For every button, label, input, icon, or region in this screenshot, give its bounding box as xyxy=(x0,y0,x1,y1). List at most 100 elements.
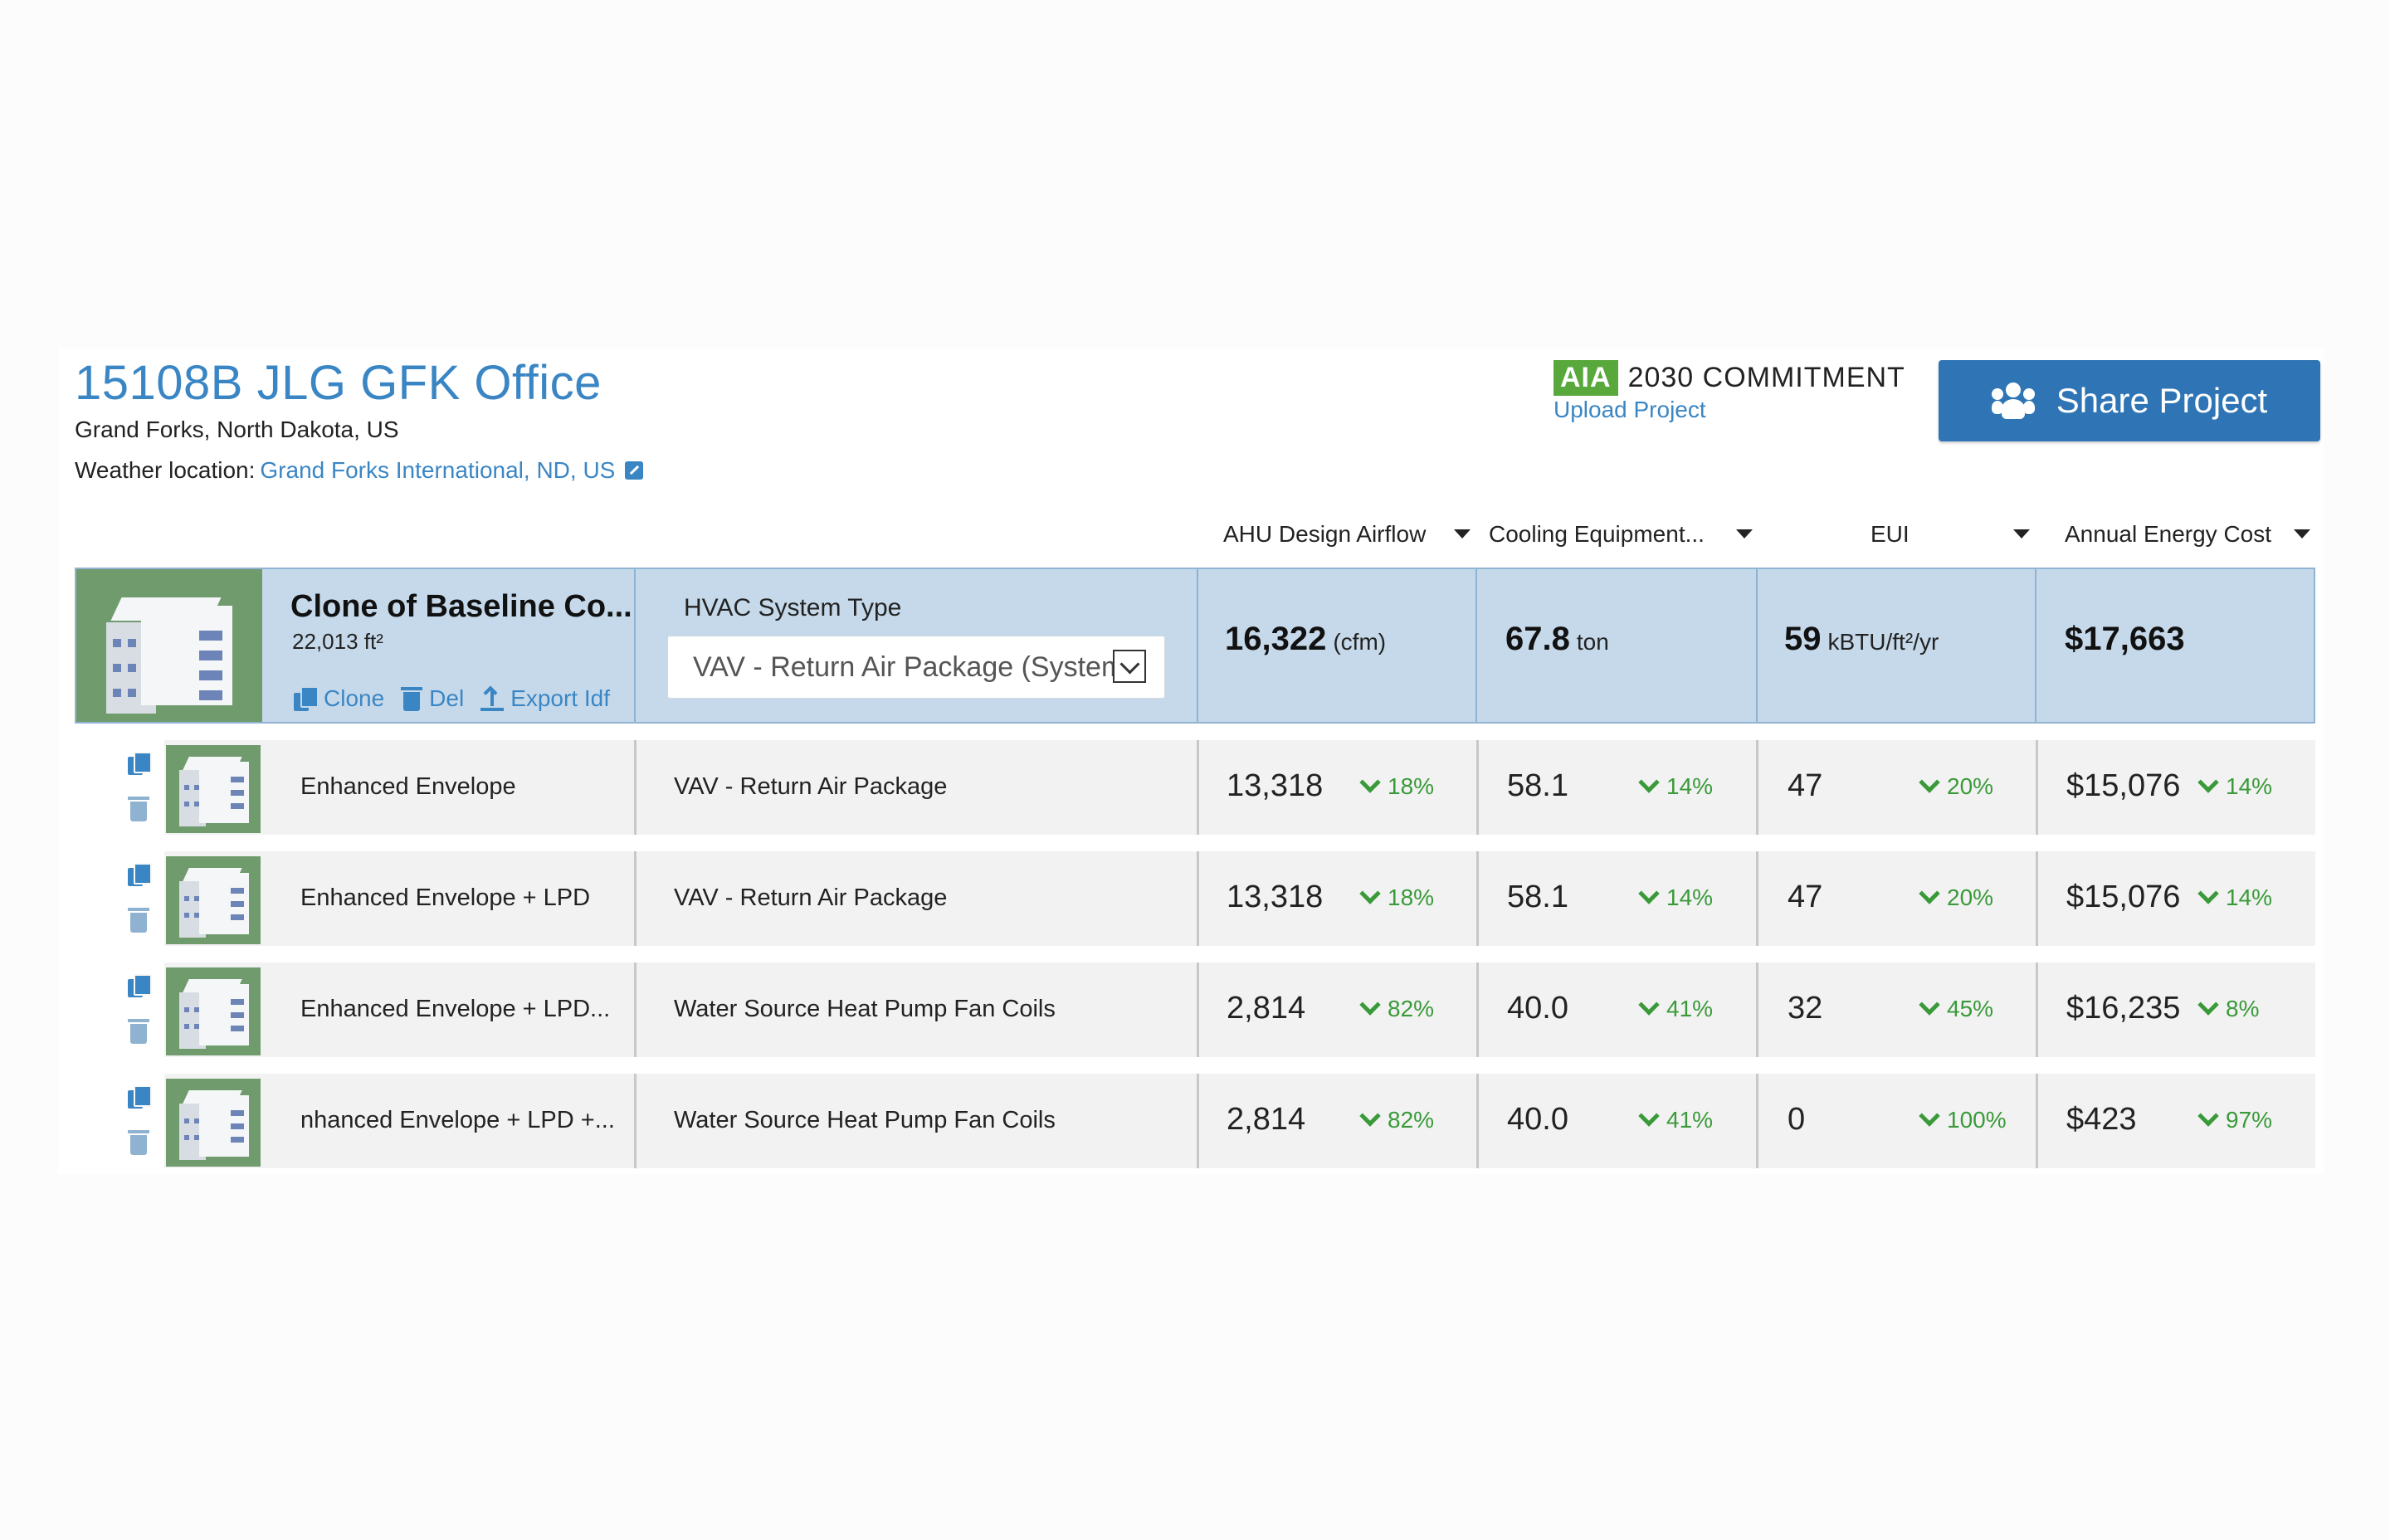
building-thumbnail xyxy=(166,745,261,833)
copy-icon[interactable] xyxy=(128,1085,152,1110)
row-airflow-change: 82% xyxy=(1359,994,1434,1022)
chevron-down-icon xyxy=(1359,883,1381,904)
row-eui-change: 100% xyxy=(1919,1105,2007,1133)
baseline-cooling: 67.8 ton xyxy=(1505,621,1609,657)
row-actions xyxy=(123,752,153,826)
row-hvac-system: Water Source Heat Pump Fan Coils xyxy=(674,1107,1056,1133)
clone-action[interactable]: Clone xyxy=(294,685,384,712)
row-name: Enhanced Envelope + LPD xyxy=(300,885,591,911)
hvac-system-type-label: HVAC System Type xyxy=(684,594,902,621)
chevron-down-icon xyxy=(1638,994,1660,1016)
row-cooling-change: 41% xyxy=(1638,994,1713,1022)
row-cost: $15,076 xyxy=(2066,768,2181,803)
row-cooling: 58.1 xyxy=(1507,880,1568,914)
row-eui-change: 20% xyxy=(1919,883,1993,911)
row-actions xyxy=(123,1085,153,1160)
weather-location: Weather location: Grand Forks Internatio… xyxy=(75,457,644,484)
baseline-airflow: 16,322 (cfm) xyxy=(1225,621,1387,657)
row-cooling: 40.0 xyxy=(1507,991,1568,1026)
chevron-down-icon xyxy=(1919,883,1940,904)
copy-icon[interactable] xyxy=(128,752,152,777)
design-alternative-row[interactable]: nhanced Envelope + LPD +... Water Source… xyxy=(75,1074,2315,1168)
trash-icon xyxy=(401,686,423,711)
row-airflow: 2,814 xyxy=(1227,991,1306,1026)
row-actions xyxy=(123,974,153,1049)
row-airflow: 13,318 xyxy=(1227,768,1324,803)
row-hvac-system: VAV - Return Air Package xyxy=(674,773,948,800)
trash-icon[interactable] xyxy=(128,1128,149,1155)
baseline-actions: Clone Del Export Idf xyxy=(294,685,610,712)
design-alternative-row[interactable]: Enhanced Envelope + LPD... Water Source … xyxy=(75,962,2315,1057)
copy-icon[interactable] xyxy=(128,863,152,888)
baseline-area: 22,013 ft² xyxy=(292,629,383,654)
row-actions xyxy=(123,863,153,938)
aia-commitment-text: 2030 COMMITMENT xyxy=(1627,362,1905,393)
chevron-down-icon xyxy=(1638,772,1660,793)
column-header-cooling-equipment[interactable]: Cooling Equipment... xyxy=(1489,518,1753,551)
row-cooling: 58.1 xyxy=(1507,768,1568,803)
row-name: Enhanced Envelope xyxy=(300,773,516,800)
row-airflow: 13,318 xyxy=(1227,880,1324,914)
baseline-eui: 59 kBTU/ft²/yr xyxy=(1784,621,1939,657)
design-alternative-row[interactable]: Enhanced Envelope VAV - Return Air Packa… xyxy=(75,740,2315,835)
trash-icon[interactable] xyxy=(128,906,149,933)
building-thumbnail xyxy=(166,967,261,1055)
building-thumbnail xyxy=(76,569,262,722)
row-airflow: 2,814 xyxy=(1227,1102,1306,1137)
upload-project-link[interactable]: Upload Project xyxy=(1554,397,1706,422)
trash-icon[interactable] xyxy=(128,795,149,821)
chevron-down-icon xyxy=(1638,883,1660,904)
delete-action[interactable]: Del xyxy=(401,685,464,712)
hvac-system-type-select[interactable]: VAV - Return Air Package (System xyxy=(667,636,1165,699)
design-alternative-row[interactable]: Enhanced Envelope + LPD VAV - Return Air… xyxy=(75,851,2315,946)
upload-icon xyxy=(480,685,505,711)
share-project-button[interactable]: Share Project xyxy=(1939,360,2320,441)
aia-commitment: AIA 2030 COMMITMENT xyxy=(1554,360,1905,396)
baseline-row[interactable]: Clone of Baseline Co... 22,013 ft² Clone… xyxy=(75,568,2315,724)
chevron-down-icon xyxy=(1919,772,1940,793)
chevron-down-icon xyxy=(2197,1105,2219,1127)
chevron-down-icon xyxy=(2197,772,2219,793)
weather-link[interactable]: Grand Forks International, ND, US xyxy=(260,457,616,483)
users-icon xyxy=(1991,383,2035,419)
chevron-down-icon xyxy=(1919,994,1940,1016)
row-cost-change: 14% xyxy=(2197,883,2272,911)
chevron-down-icon xyxy=(1638,1105,1660,1127)
copy-icon[interactable] xyxy=(128,974,152,999)
aia-logo: AIA xyxy=(1554,360,1618,396)
row-cooling: 40.0 xyxy=(1507,1102,1568,1137)
chevron-down-icon xyxy=(2197,883,2219,904)
row-eui: 47 xyxy=(1788,768,1823,803)
chevron-down-icon xyxy=(1919,1105,1940,1127)
row-name: nhanced Envelope + LPD +... xyxy=(300,1107,615,1133)
row-cooling-change: 41% xyxy=(1638,1105,1713,1133)
caret-down-icon xyxy=(1736,529,1753,539)
row-cost-change: 97% xyxy=(2197,1105,2272,1133)
row-eui-change: 20% xyxy=(1919,772,1993,800)
column-header-eui[interactable]: EUI xyxy=(1871,518,2030,551)
project-title: 15108B JLG GFK Office xyxy=(75,356,602,410)
caret-down-icon xyxy=(2013,529,2030,539)
row-cooling-change: 14% xyxy=(1638,772,1713,800)
row-eui: 47 xyxy=(1788,880,1823,914)
chevron-down-icon xyxy=(2197,994,2219,1016)
row-hvac-system: VAV - Return Air Package xyxy=(674,885,948,911)
edit-icon[interactable] xyxy=(625,461,644,480)
trash-icon[interactable] xyxy=(128,1017,149,1044)
column-header-ahu-airflow[interactable]: AHU Design Airflow xyxy=(1223,518,1471,551)
row-eui: 0 xyxy=(1788,1102,1806,1137)
row-airflow-change: 18% xyxy=(1359,883,1434,911)
share-project-label: Share Project xyxy=(2056,381,2268,420)
weather-label: Weather location: xyxy=(75,457,256,483)
building-thumbnail xyxy=(166,856,261,944)
copy-icon xyxy=(294,686,319,711)
caret-down-icon xyxy=(1454,529,1471,539)
row-hvac-system: Water Source Heat Pump Fan Coils xyxy=(674,996,1056,1022)
chevron-down-icon xyxy=(1359,1105,1381,1127)
row-name: Enhanced Envelope + LPD... xyxy=(300,996,611,1022)
row-cost-change: 8% xyxy=(2197,994,2259,1022)
baseline-name: Clone of Baseline Co... xyxy=(290,589,632,624)
export-idf-action[interactable]: Export Idf xyxy=(480,685,610,712)
column-header-annual-energy-cost[interactable]: Annual Energy Cost xyxy=(2065,518,2310,551)
row-airflow-change: 82% xyxy=(1359,1105,1434,1133)
